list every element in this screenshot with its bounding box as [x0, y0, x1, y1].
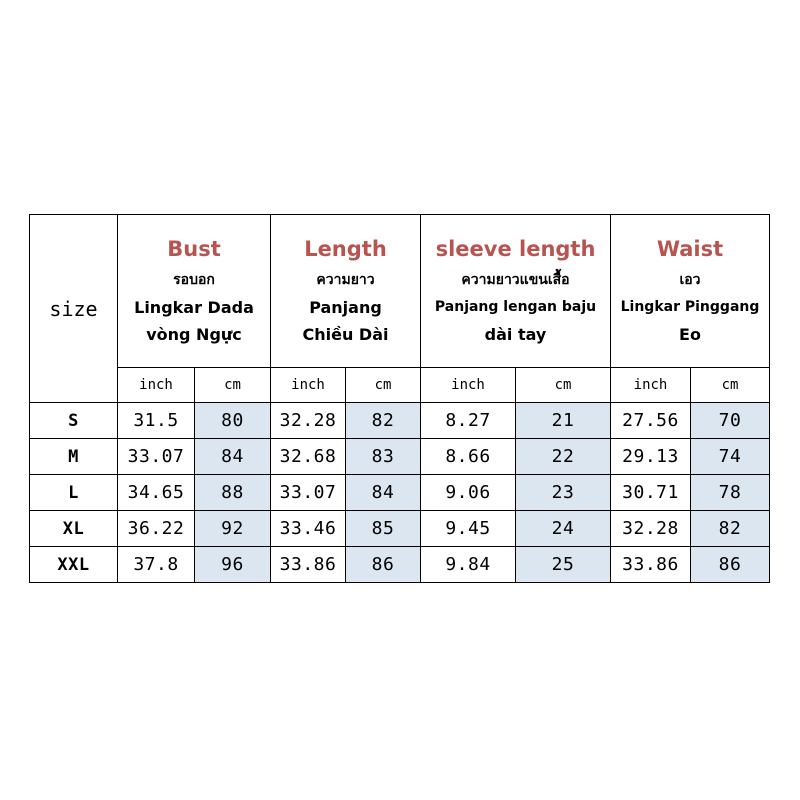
sleeve-header-cell: sleeve length ความยาวแขนเสื้อ Panjang le… — [420, 214, 611, 368]
table-row: S 31.5 80 32.28 82 8.27 21 27.56 70 — [29, 402, 770, 439]
sleeve-cm-value: 22 — [515, 438, 611, 475]
sleeve-vietnamese-label: dài tay — [484, 324, 547, 344]
waist-inch-unit: inch — [610, 367, 691, 403]
waist-cm-value: 70 — [690, 402, 770, 439]
waist-title: Waist — [656, 236, 724, 261]
waist-inch-value: 30.71 — [610, 474, 691, 511]
table-row: M 33.07 84 32.68 83 8.66 22 29.13 74 — [29, 438, 770, 475]
length-inch-value: 33.86 — [270, 546, 346, 583]
waist-malay-label: Lingkar Pinggang — [620, 298, 760, 315]
length-cm-unit: cm — [345, 367, 421, 403]
size-cell: XXL — [29, 546, 118, 583]
size-cell: S — [29, 402, 118, 439]
sleeve-cm-unit: cm — [515, 367, 611, 403]
header-row: size Bust รอบอก Lingkar Dada vòng Ngực L… — [29, 214, 770, 403]
table-row: XXL 37.8 96 33.86 86 9.84 25 33.86 86 — [29, 546, 770, 583]
length-inch-value: 33.46 — [270, 510, 346, 547]
size-cell: L — [29, 474, 118, 511]
bust-cm-value: 80 — [194, 402, 271, 439]
waist-header-cell: Waist เอว Lingkar Pinggang Eo — [610, 214, 770, 368]
size-cell: XL — [29, 510, 118, 547]
waist-vietnamese-label: Eo — [679, 324, 701, 344]
length-malay-label: Panjang — [309, 297, 382, 317]
table-row: L 34.65 88 33.07 84 9.06 23 30.71 78 — [29, 474, 770, 511]
waist-inch-value: 33.86 — [610, 546, 691, 583]
size-header-label: size — [49, 296, 98, 321]
bust-vietnamese-label: vòng Ngực — [146, 324, 242, 344]
sleeve-inch-value: 8.27 — [420, 402, 516, 439]
sleeve-title: sleeve length — [435, 236, 596, 261]
length-inch-value: 33.07 — [270, 474, 346, 511]
length-cm-value: 82 — [345, 402, 421, 439]
size-header-cell: size — [29, 214, 118, 403]
unit-row: inch cm inch cm inch cm inch cm — [30, 367, 770, 403]
waist-cm-unit: cm — [690, 367, 770, 403]
sleeve-inch-value: 8.66 — [420, 438, 516, 475]
waist-cm-value: 86 — [690, 546, 770, 583]
length-cm-value: 84 — [345, 474, 421, 511]
table-row: XL 36.22 92 33.46 85 9.45 24 32.28 82 — [29, 510, 770, 547]
sleeve-inch-value: 9.06 — [420, 474, 516, 511]
bust-header-cell: Bust รอบอก Lingkar Dada vòng Ngực — [117, 214, 271, 368]
bust-inch-value: 36.22 — [117, 510, 195, 547]
size-chart-table: size Bust รอบอก Lingkar Dada vòng Ngực L… — [29, 214, 770, 583]
bust-inch-value: 37.8 — [117, 546, 195, 583]
bust-cm-value: 96 — [194, 546, 271, 583]
bust-inch-value: 31.5 — [117, 402, 195, 439]
length-vietnamese-label: Chiều Dài — [302, 324, 389, 344]
sleeve-malay-label: Panjang lengan baju — [434, 298, 597, 315]
size-cell: M — [29, 438, 118, 475]
bust-title: Bust — [167, 236, 221, 261]
bust-cm-value: 92 — [194, 510, 271, 547]
length-thai-label: ความยาว — [316, 271, 375, 288]
length-cm-value: 83 — [345, 438, 421, 475]
sleeve-inch-value: 9.84 — [420, 546, 516, 583]
waist-inch-value: 32.28 — [610, 510, 691, 547]
waist-inch-value: 27.56 — [610, 402, 691, 439]
bust-cm-unit: cm — [194, 367, 271, 403]
waist-cm-value: 74 — [690, 438, 770, 475]
length-inch-value: 32.28 — [270, 402, 346, 439]
sleeve-inch-unit: inch — [420, 367, 516, 403]
bust-inch-value: 33.07 — [117, 438, 195, 475]
waist-inch-value: 29.13 — [610, 438, 691, 475]
length-cm-value: 85 — [345, 510, 421, 547]
bust-malay-label: Lingkar Dada — [134, 297, 254, 317]
bust-cm-value: 88 — [194, 474, 271, 511]
bust-cm-value: 84 — [194, 438, 271, 475]
sleeve-cm-value: 23 — [515, 474, 611, 511]
bust-thai-label: รอบอก — [173, 271, 215, 288]
bust-inch-unit: inch — [117, 367, 195, 403]
sleeve-cm-value: 25 — [515, 546, 611, 583]
sleeve-inch-value: 9.45 — [420, 510, 516, 547]
waist-cm-value: 78 — [690, 474, 770, 511]
length-cm-value: 86 — [345, 546, 421, 583]
sleeve-cm-value: 21 — [515, 402, 611, 439]
waist-cm-value: 82 — [690, 510, 770, 547]
waist-thai-label: เอว — [679, 271, 701, 288]
sleeve-thai-label: ความยาวแขนเสื้อ — [461, 271, 570, 288]
length-header-cell: Length ความยาว Panjang Chiều Dài — [270, 214, 421, 368]
sleeve-cm-value: 24 — [515, 510, 611, 547]
length-title: Length — [304, 236, 387, 261]
length-inch-unit: inch — [270, 367, 346, 403]
bust-inch-value: 34.65 — [117, 474, 195, 511]
length-inch-value: 32.68 — [270, 438, 346, 475]
